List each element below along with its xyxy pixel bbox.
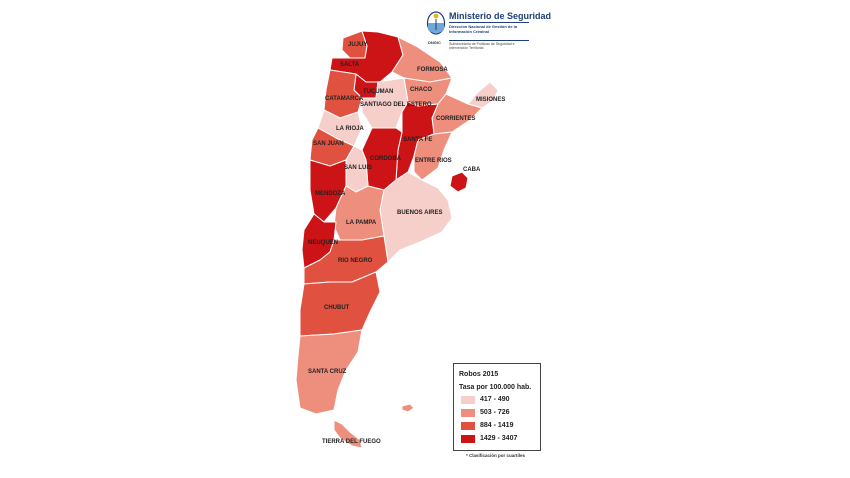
province-tierra-del-fuego[interactable] bbox=[333, 419, 363, 449]
label-santa-cruz: SANTA CRUZ bbox=[308, 369, 347, 375]
label-la-pampa: LA PAMPA bbox=[346, 220, 377, 226]
legend-item: 1429 - 3407 bbox=[461, 435, 541, 443]
label-formosa: FORMOSA bbox=[417, 67, 448, 73]
label-salta: SALTA bbox=[340, 62, 360, 68]
label-san-luis: SAN LUIS bbox=[344, 165, 372, 171]
province-santa-cruz[interactable] bbox=[295, 329, 363, 415]
legend-label: 503 - 726 bbox=[480, 409, 510, 416]
province-chubut[interactable] bbox=[299, 271, 381, 337]
province-buenos-aires[interactable] bbox=[379, 171, 453, 263]
legend-swatch bbox=[461, 422, 475, 430]
subsecretariat-name: Subsecretaría de Políticas de Seguridad … bbox=[449, 42, 515, 50]
label-jujuy: JUJUY bbox=[348, 42, 367, 48]
map-legend: Robos 2015 Tasa por 100.000 hab. 417 - 4… bbox=[453, 363, 541, 451]
label-chubut: CHUBUT bbox=[324, 305, 350, 311]
legend-item: 503 - 726 bbox=[461, 409, 541, 417]
directorate-name: Dirección Nacional de Gestión de la Info… bbox=[449, 24, 518, 34]
label-chaco: CHACO bbox=[410, 87, 432, 93]
legend-title: Robos 2015 bbox=[459, 371, 499, 378]
header-divider-2 bbox=[449, 40, 529, 41]
label-mendoza: MENDOZA bbox=[315, 191, 346, 197]
label-santiago: SANTIAGO DEL ESTERO bbox=[360, 102, 432, 108]
ministry-title: Ministerio de Seguridad bbox=[449, 11, 552, 21]
legend-swatch bbox=[461, 435, 475, 443]
province-entre-rios[interactable] bbox=[413, 131, 453, 181]
legend-swatch bbox=[461, 409, 475, 417]
label-la-rioja: LA RIOJA bbox=[336, 126, 364, 132]
seal-caption: DNGIC bbox=[428, 40, 441, 45]
ministry-header: DNGIC Ministerio de Seguridad Dirección … bbox=[426, 10, 551, 50]
legend-label: 884 - 1419 bbox=[480, 422, 514, 429]
label-tierra-del-fuego: TIERRA DEL FUEGO bbox=[322, 439, 381, 445]
label-caba: CABA bbox=[463, 167, 481, 173]
label-catamarca: CATAMARCA bbox=[325, 96, 364, 102]
header-divider bbox=[449, 22, 529, 23]
label-buenos-aires: BUENOS AIRES bbox=[397, 210, 442, 216]
label-santa-fe: SANTA FE bbox=[403, 137, 432, 143]
legend-label: 417 - 490 bbox=[480, 396, 510, 403]
province-caba[interactable] bbox=[449, 171, 469, 193]
label-cordoba: CORDOBA bbox=[370, 156, 402, 162]
legend-subtitle: Tasa por 100.000 hab. bbox=[459, 384, 532, 391]
label-tucuman: TUCUMAN bbox=[363, 89, 393, 95]
label-entre-rios: ENTRE RIOS bbox=[415, 158, 452, 164]
province-tierra-del-fuego-islands bbox=[401, 403, 415, 413]
label-rio-negro: RIO NEGRO bbox=[338, 258, 373, 264]
label-misiones: MISIONES bbox=[476, 97, 505, 103]
classification-footnote: * Clasificación por cuartiles bbox=[466, 453, 526, 458]
legend-item: 417 - 490 bbox=[461, 396, 541, 404]
label-san-juan: SAN JUAN bbox=[313, 141, 344, 147]
legend-item: 884 - 1419 bbox=[461, 422, 541, 430]
province-misiones[interactable] bbox=[467, 81, 499, 109]
national-seal-icon bbox=[426, 11, 446, 35]
label-corrientes: CORRIENTES bbox=[436, 116, 475, 122]
label-neuquen: NEUQUEN bbox=[308, 240, 338, 246]
province-la-pampa[interactable] bbox=[333, 185, 385, 241]
legend-swatch bbox=[461, 396, 475, 404]
legend-label: 1429 - 3407 bbox=[480, 435, 518, 442]
